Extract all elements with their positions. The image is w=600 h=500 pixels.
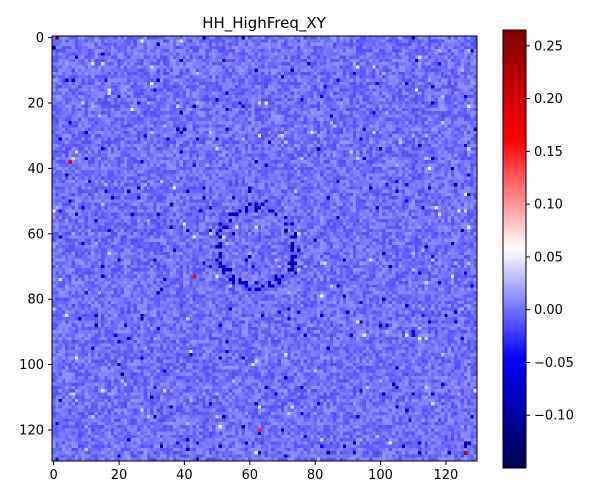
heatmap-cell	[257, 428, 262, 432]
plot-area	[51, 35, 478, 462]
x-tick-label: 120	[434, 468, 459, 483]
chart-title: HH_HighFreq_XY	[202, 14, 326, 33]
colorbar-tick-label: 0.20	[534, 92, 563, 107]
heatmap-cell	[192, 274, 197, 279]
heatmap-cell	[405, 408, 409, 413]
x-tick-label: 0	[49, 468, 57, 483]
y-tick-label: 60	[27, 227, 44, 242]
heatmap-cell	[55, 36, 59, 40]
heatmap-cell	[467, 441, 471, 446]
heatmap-cell	[182, 127, 187, 132]
colorbar-tick-label: −0.05	[534, 356, 574, 371]
heatmap-cell	[316, 147, 321, 151]
y-tick-label: 20	[27, 97, 44, 112]
plot-frame	[51, 35, 478, 462]
x-axis: 0 20 40 60 80 100 120	[49, 461, 458, 483]
heatmap-cell	[52, 45, 56, 50]
y-tick-label: 80	[27, 293, 44, 308]
heatmap-cell	[463, 451, 468, 455]
heatmap-cell	[169, 202, 174, 207]
y-tick-label: 40	[27, 162, 44, 177]
heatmap-cell	[68, 160, 73, 164]
colorbar-tick-label: 0.15	[534, 145, 563, 160]
heatmap-cell	[130, 212, 135, 217]
colorbar-tick-label: 0.05	[534, 250, 563, 265]
heatmap-cell	[290, 264, 295, 269]
x-tick-label: 60	[242, 468, 259, 483]
x-tick-label: 20	[111, 468, 128, 483]
x-tick-label: 100	[368, 468, 393, 483]
y-axis: 0 20 40 60 80 100 120	[19, 31, 52, 438]
colorbar: −0.10 −0.05 0.00 0.05 0.10 0.15 0.20 0.25	[502, 29, 574, 469]
x-tick-label: 40	[176, 468, 193, 483]
x-tick-label: 80	[307, 468, 324, 483]
heatmap-field	[52, 36, 477, 461]
y-tick-label: 100	[19, 358, 44, 373]
colorbar-tick-label: 0.10	[534, 198, 563, 213]
colorbar-tick-label: 0.25	[534, 39, 563, 54]
colorbar-tick-label: −0.10	[534, 409, 574, 424]
heatmap-cell	[378, 323, 383, 328]
colorbar-tick-label: 0.00	[534, 303, 563, 318]
heatmap-cell	[284, 228, 288, 233]
colorbar-gradient	[502, 29, 527, 469]
y-tick-label: 120	[19, 423, 44, 438]
y-tick-label: 0	[36, 31, 44, 46]
